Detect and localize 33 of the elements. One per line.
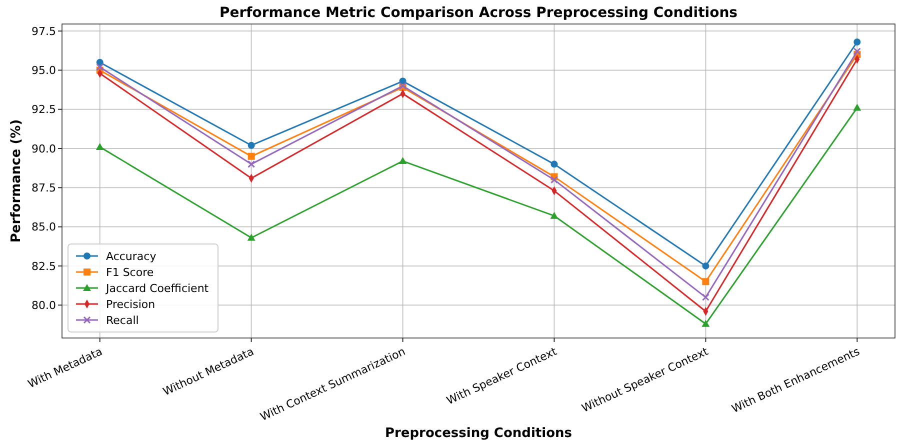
point — [550, 160, 558, 168]
y-tick-label: 95.0 — [32, 64, 56, 78]
point — [854, 38, 861, 46]
y-tick-label: 92.5 — [32, 103, 56, 116]
legend-label: Recall — [106, 314, 139, 327]
y-tick-label: 82.5 — [32, 260, 56, 273]
point — [96, 142, 104, 150]
x-axis-title: Preprocessing Conditions — [384, 426, 572, 441]
y-tick-label: 80.0 — [32, 298, 56, 312]
y-axis-title: Performance (%) — [9, 119, 24, 243]
point — [550, 212, 558, 219]
point — [853, 48, 861, 56]
y-tick-label: 87.5 — [32, 182, 56, 195]
point — [248, 160, 256, 168]
legend-label: Accuracy — [106, 250, 157, 263]
point — [96, 63, 104, 71]
point — [702, 294, 710, 302]
chart-title: Performance Metric Comparison Across Preprocessing Conditions — [220, 5, 738, 21]
point — [702, 320, 710, 327]
y-tick-label: 97.5 — [32, 24, 56, 38]
legend-label: Precision — [106, 298, 156, 311]
point — [247, 234, 256, 241]
point — [248, 142, 255, 149]
legend-label: F1 Score — [106, 266, 154, 279]
point — [398, 157, 407, 164]
point — [550, 176, 558, 184]
point — [853, 104, 862, 111]
point — [702, 262, 710, 270]
y-tick-label: 85.0 — [32, 220, 56, 234]
point — [248, 152, 255, 160]
point — [702, 278, 710, 286]
legend-label: Jaccard Coefficient — [105, 282, 210, 295]
y-tick-label: 90.0 — [32, 142, 56, 156]
